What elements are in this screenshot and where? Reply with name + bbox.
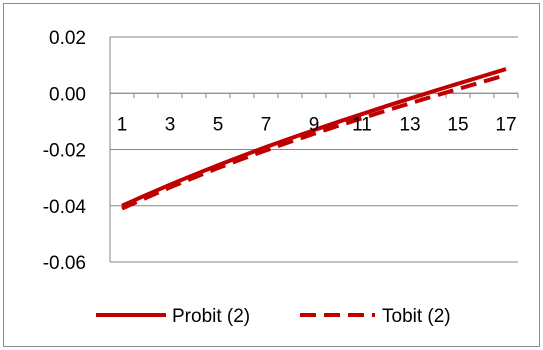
x-tick-label: 15 <box>447 114 468 135</box>
x-tick-label: 17 <box>495 114 516 135</box>
x-tick-label: 11 <box>352 114 372 135</box>
x-tick-label: 13 <box>399 114 420 135</box>
x-tick-label: 3 <box>165 114 176 135</box>
y-tick-label: -0.04 <box>43 197 87 218</box>
legend-label-1: Probit (2) <box>172 306 250 327</box>
legend-label-2: Tobit (2) <box>382 306 451 327</box>
y-tick-label: 0.00 <box>49 84 86 105</box>
legend: Probit (2) Tobit (2) <box>96 306 451 327</box>
series-line-1 <box>121 67 507 208</box>
y-tick-label: -0.06 <box>43 253 86 274</box>
x-tick-label: 9 <box>309 114 320 135</box>
x-tick-label: 7 <box>261 114 272 135</box>
series-layer <box>121 67 507 211</box>
y-tick-labels: 0.02 0.00 -0.02 -0.04 -0.06 <box>43 28 87 274</box>
chart-border <box>3 3 540 347</box>
x-tick-labels: 1 3 5 7 9 11 13 15 17 <box>117 114 517 135</box>
y-tick-label: 0.02 <box>49 28 86 49</box>
x-tick-label: 5 <box>213 114 224 135</box>
y-tick-label: -0.02 <box>43 141 86 162</box>
x-tick-label: 1 <box>117 114 128 135</box>
series-line-2 <box>121 73 507 211</box>
